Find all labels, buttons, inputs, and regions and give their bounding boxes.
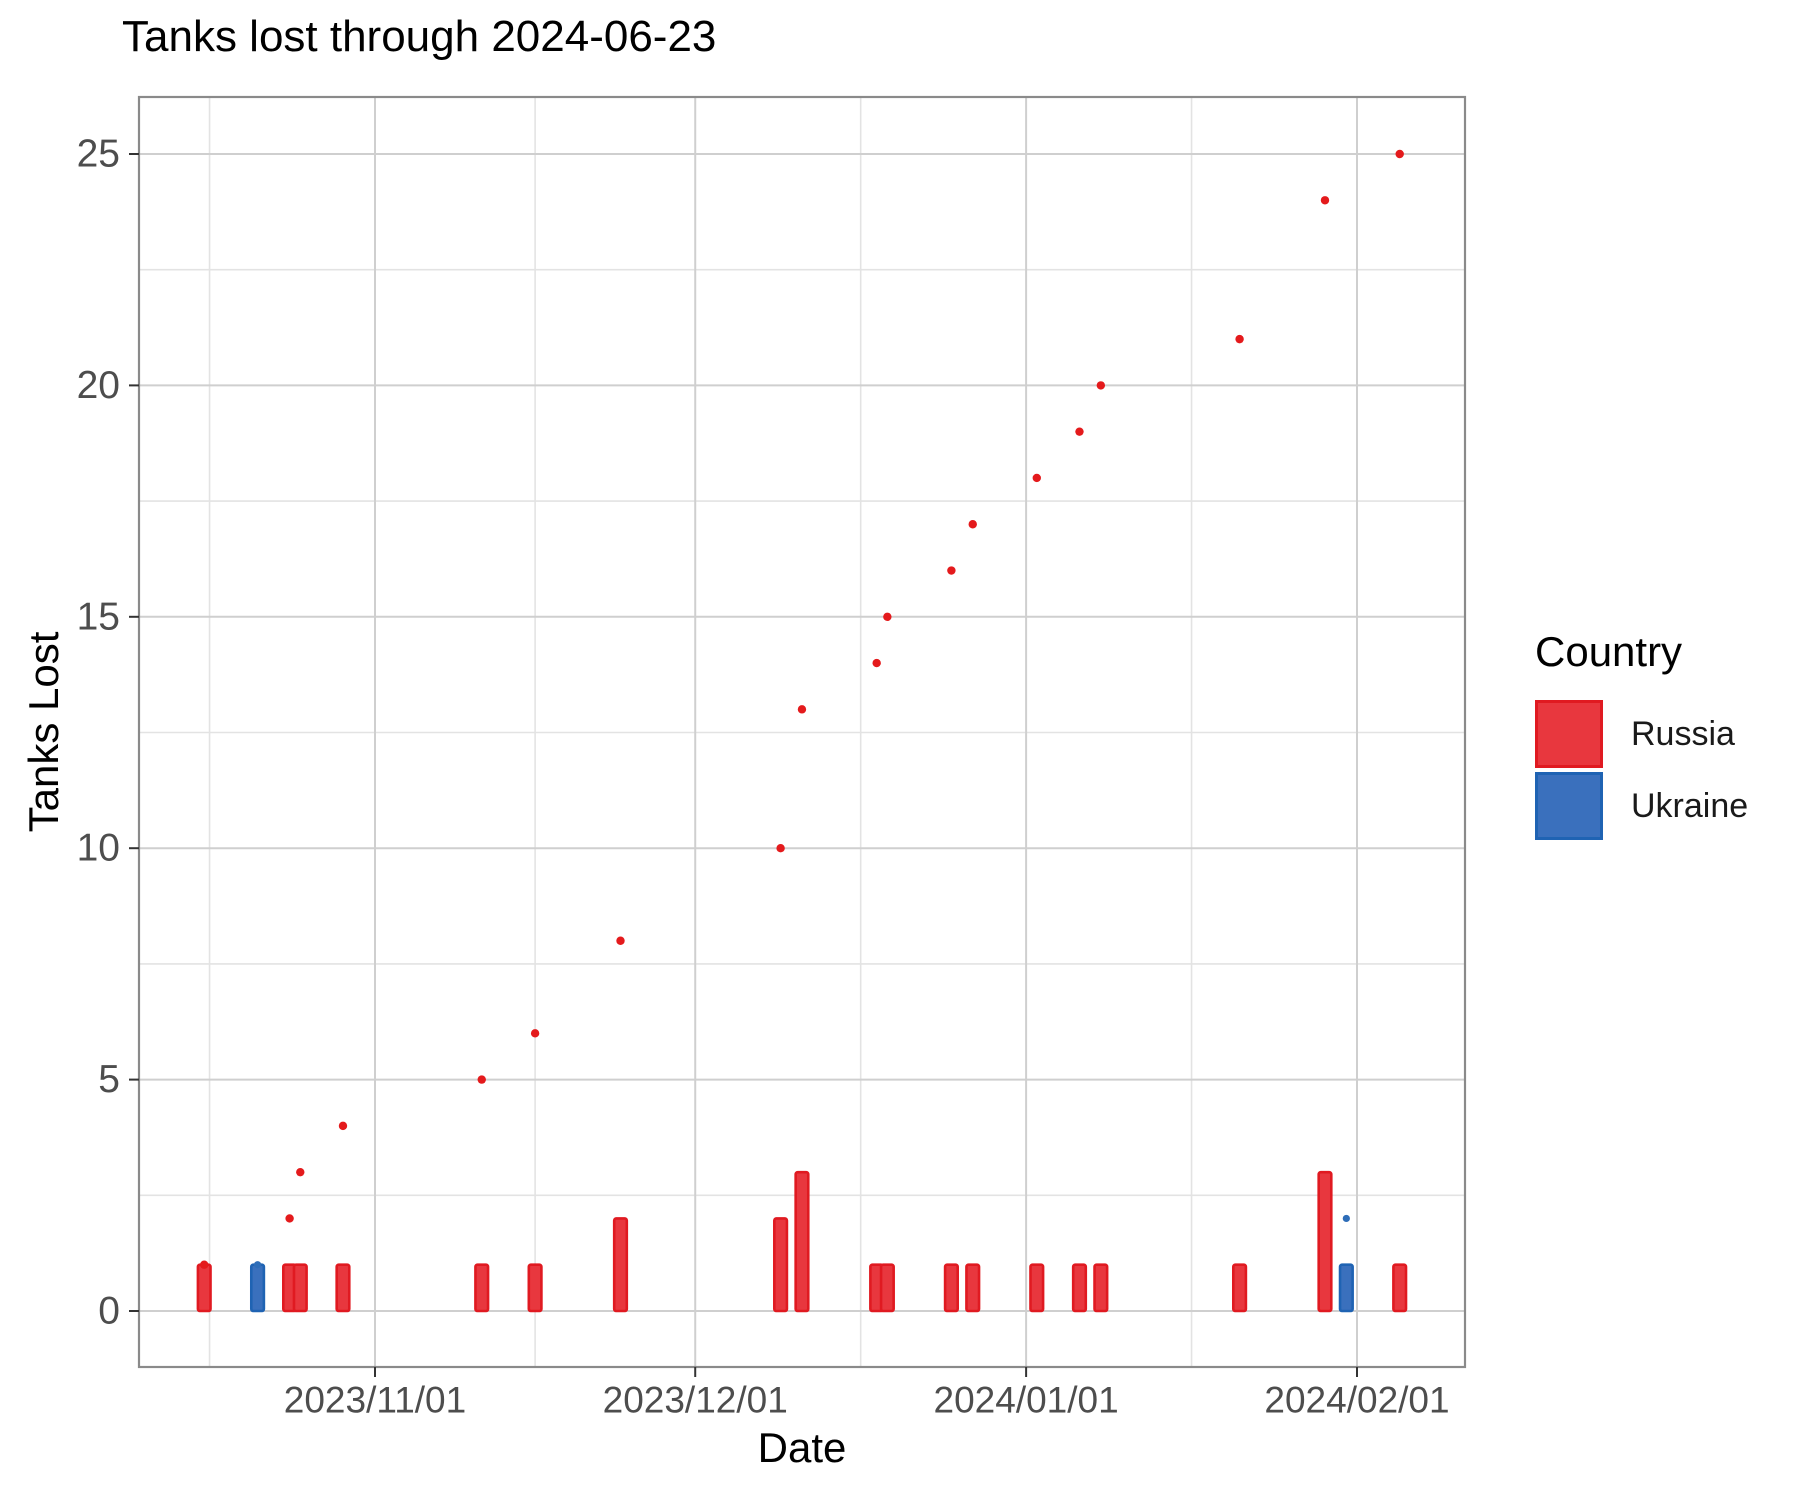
dot-ukraine — [253, 1261, 262, 1269]
legend-title: Country — [1535, 628, 1683, 675]
panel-border — [137, 95, 1467, 1369]
dot-russia — [1075, 427, 1084, 436]
legend-item-ukraine: Ukraine — [1535, 772, 1748, 840]
bar-russia — [1029, 1263, 1045, 1313]
dot-russia — [1320, 196, 1330, 205]
bar-ukraine — [249, 1263, 266, 1313]
legend-item-russia: Russia — [1535, 700, 1748, 768]
x-tick-label: 2024/01/01 — [934, 1380, 1119, 1421]
dot-russia — [477, 1075, 486, 1084]
dot-russia — [616, 936, 625, 945]
dot-russia — [1395, 149, 1404, 159]
y-tick-label: 5 — [98, 1058, 120, 1101]
russia-swatch — [1535, 700, 1603, 768]
y-tick-label: 15 — [77, 595, 120, 638]
x-tick-label: 2024/02/01 — [1264, 1380, 1449, 1421]
bar-russia — [527, 1263, 543, 1313]
bar-russia — [335, 1263, 351, 1313]
dot-russia — [872, 658, 881, 668]
x-tick-label: 2023/12/01 — [603, 1380, 788, 1421]
bar-russia — [1231, 1263, 1248, 1313]
dot-ukraine — [1342, 1214, 1350, 1223]
bar-russia — [1071, 1263, 1088, 1313]
bar-russia — [773, 1217, 789, 1313]
dot-russia — [883, 612, 892, 621]
dot-russia — [338, 1121, 348, 1131]
dot-russia — [200, 1260, 209, 1269]
bar-russia — [794, 1170, 810, 1313]
chart-title: Tanks lost through 2024-06-23 — [122, 12, 717, 61]
dot-russia — [530, 1029, 540, 1038]
x-axis-title: Date — [757, 1424, 847, 1471]
dot-russia — [1032, 473, 1041, 483]
y-tick-label: 25 — [77, 133, 120, 176]
x-tick-label: 2023/11/01 — [284, 1380, 466, 1421]
dot-russia — [968, 520, 977, 529]
dot-russia — [947, 566, 956, 575]
bar-russia — [292, 1263, 308, 1313]
y-tick-label: 20 — [77, 364, 120, 407]
y-axis-title: Tanks Lost — [20, 631, 67, 833]
y-tick-label: 10 — [77, 827, 120, 870]
legend-label-russia: Russia — [1631, 714, 1735, 753]
legend-label-ukraine: Ukraine — [1631, 786, 1749, 825]
bar-russia — [879, 1263, 895, 1313]
bar-russia — [1392, 1263, 1408, 1313]
legend: Country Russia Ukraine — [1535, 628, 1748, 844]
ukraine-swatch — [1535, 772, 1603, 840]
dot-russia — [1235, 334, 1244, 344]
bar-russia — [474, 1263, 490, 1313]
bar-russia — [1093, 1263, 1109, 1313]
dot-russia — [296, 1167, 305, 1177]
y-tick-label: 0 — [98, 1290, 120, 1333]
bar-russia — [943, 1263, 959, 1313]
dot-russia — [285, 1214, 294, 1223]
dot-russia — [797, 705, 807, 714]
dot-russia — [1096, 381, 1106, 390]
bar-russia — [612, 1217, 629, 1313]
bar-russia — [196, 1263, 212, 1313]
bar-russia — [1317, 1170, 1333, 1313]
bar-ukraine — [1338, 1263, 1354, 1313]
dot-russia — [776, 844, 785, 853]
bar-russia — [965, 1263, 981, 1313]
